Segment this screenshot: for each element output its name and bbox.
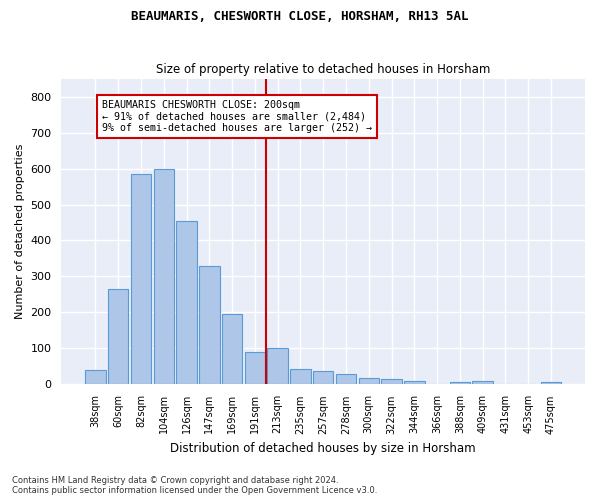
Bar	[313, 371, 334, 384]
Bar	[541, 382, 561, 384]
Y-axis label: Number of detached properties: Number of detached properties	[15, 144, 25, 319]
Text: BEAUMARIS CHESWORTH CLOSE: 200sqm
← 91% of detached houses are smaller (2,484)
9: BEAUMARIS CHESWORTH CLOSE: 200sqm ← 91% …	[102, 100, 372, 134]
Bar	[108, 289, 128, 384]
Bar	[359, 378, 379, 384]
Title: Size of property relative to detached houses in Horsham: Size of property relative to detached ho…	[156, 63, 490, 76]
Bar	[154, 168, 174, 384]
Bar	[245, 352, 265, 384]
Bar	[176, 220, 197, 384]
Bar	[449, 382, 470, 384]
Bar	[268, 348, 288, 385]
Bar	[336, 374, 356, 384]
Bar	[131, 174, 151, 384]
Bar	[472, 381, 493, 384]
Bar	[222, 314, 242, 384]
Text: BEAUMARIS, CHESWORTH CLOSE, HORSHAM, RH13 5AL: BEAUMARIS, CHESWORTH CLOSE, HORSHAM, RH1…	[131, 10, 469, 23]
X-axis label: Distribution of detached houses by size in Horsham: Distribution of detached houses by size …	[170, 442, 476, 455]
Text: Contains HM Land Registry data © Crown copyright and database right 2024.
Contai: Contains HM Land Registry data © Crown c…	[12, 476, 377, 495]
Bar	[290, 370, 311, 384]
Bar	[85, 370, 106, 384]
Bar	[381, 379, 402, 384]
Bar	[199, 266, 220, 384]
Bar	[404, 381, 425, 384]
